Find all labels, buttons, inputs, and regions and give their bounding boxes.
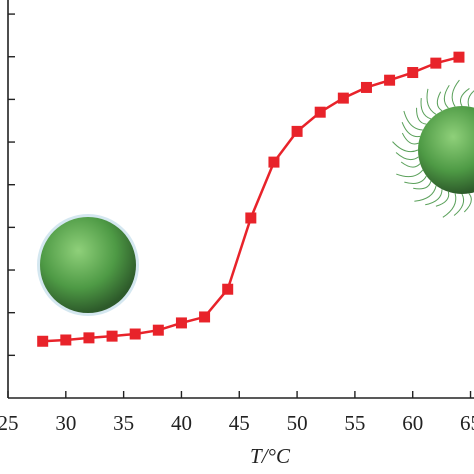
- data-point: [37, 335, 49, 347]
- hair: [426, 88, 437, 115]
- data-point: [129, 328, 141, 340]
- x-tick-label: 50: [287, 411, 308, 435]
- hair: [442, 193, 457, 218]
- data-point: [199, 311, 211, 323]
- x-tick-label: 45: [229, 411, 250, 435]
- hair: [451, 79, 460, 107]
- hair: [404, 175, 427, 184]
- x-tick-label: 40: [171, 411, 192, 435]
- data-point: [360, 81, 372, 93]
- hair: [459, 88, 470, 107]
- x-tick-label: 30: [55, 411, 76, 435]
- data-point: [245, 212, 257, 224]
- hair: [414, 185, 437, 202]
- hair: [436, 91, 443, 112]
- x-tick-label: 55: [344, 411, 365, 435]
- hair: [416, 107, 427, 125]
- hair: [453, 193, 465, 216]
- hair: [425, 189, 443, 206]
- hair: [401, 122, 421, 138]
- hair: [463, 193, 472, 213]
- hair: [392, 141, 419, 153]
- hair: [420, 98, 432, 120]
- x-tick-label: 25: [0, 411, 19, 435]
- x-tick-label: 65: [460, 411, 474, 435]
- hair: [467, 90, 474, 107]
- hair: [435, 191, 450, 207]
- small-sphere: [37, 214, 139, 316]
- data-point: [337, 92, 349, 104]
- data-point: [152, 324, 164, 336]
- data-point: [384, 74, 396, 86]
- data-point: [314, 106, 326, 118]
- data-point: [268, 156, 280, 168]
- hair: [403, 110, 423, 131]
- hair: [401, 132, 419, 145]
- hair: [396, 169, 424, 178]
- data-point: [60, 334, 72, 346]
- hair: [395, 152, 419, 161]
- data-point: [106, 330, 118, 342]
- data-point: [222, 283, 234, 295]
- x-tick-label: 60: [402, 411, 423, 435]
- x-axis-title: T/°C: [250, 444, 291, 468]
- data-point: [407, 67, 419, 79]
- data-point: [430, 57, 442, 69]
- x-tick-label: 35: [113, 411, 134, 435]
- data-point: [83, 332, 95, 344]
- hair: [400, 161, 421, 168]
- hair: [443, 84, 450, 109]
- hair: [413, 180, 432, 190]
- data-point: [291, 125, 303, 137]
- data-point: [453, 51, 465, 63]
- swollen-sphere: [392, 79, 474, 218]
- data-point: [175, 317, 187, 329]
